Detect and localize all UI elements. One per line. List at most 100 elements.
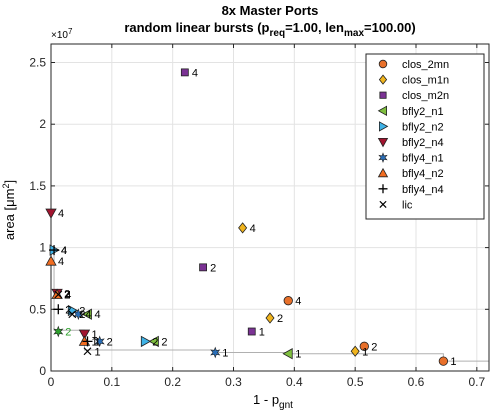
- bfly4-n4-point: [49, 245, 60, 256]
- clos-m1n-point: [350, 345, 360, 357]
- bfly2-n1-point-label: 4: [95, 309, 101, 321]
- lic-point-label: 1: [95, 346, 101, 358]
- clos-2mn-point-label: 1: [450, 356, 456, 368]
- bfly2-n2-point-label: 2: [79, 306, 85, 318]
- extra-point-label: 2: [65, 327, 71, 339]
- bfly4-n1-point-label: 2: [107, 336, 113, 348]
- bfly2-n1-point-label: 2: [161, 336, 167, 348]
- legend-marker-bfly4-n1: [378, 152, 388, 163]
- y-tick-label: 1: [39, 241, 46, 255]
- clos-m1n-point-label: 1: [362, 346, 368, 358]
- x-tick-label: 0: [48, 375, 55, 389]
- clos-m2n-point: [247, 327, 256, 336]
- clos-m2n-point-label: 1: [259, 327, 265, 339]
- chart-title: 8x Master Ports random linear bursts (pr…: [124, 3, 415, 39]
- bfly4-n4-point-label: 2: [65, 304, 71, 316]
- legend-marker-clos-m2n: [379, 91, 387, 99]
- y-tick-label: 0: [39, 364, 46, 378]
- bfly2-n2-point-label: 4: [61, 245, 67, 257]
- clos-2mn-point: [283, 296, 293, 306]
- legend-marker-bfly2-n4: [377, 137, 389, 148]
- x-tick-label: 0.4: [286, 375, 303, 389]
- data-marks: [45, 68, 449, 366]
- x-tick-label: 0.1: [103, 375, 120, 389]
- bfly4-n4-point-label: 4: [61, 245, 67, 257]
- y-exponent-label: ×107: [51, 27, 73, 41]
- axes: 0 0.1 0.2 0.3 0.4 0.5 0.6 0.7 0 0.5 1 1.5 2 2.5: [29, 43, 490, 389]
- legend-box: [365, 53, 485, 220]
- bfly2-n4-point-label: 2: [64, 288, 70, 300]
- legend-marker-lic: [379, 200, 387, 208]
- bfly4-n4-point: [82, 336, 93, 347]
- x-tick-label: 0.2: [164, 375, 181, 389]
- lic-point-label: 2: [79, 309, 85, 321]
- bfly2-n4-point-label: 1: [91, 329, 97, 341]
- legend-marker-bfly2-n2: [378, 121, 389, 132]
- bfly2-n1-point: [282, 348, 293, 360]
- y-tick-label: 2.5: [29, 56, 46, 70]
- clos-m2n-point-label: 4: [192, 67, 198, 79]
- y-tick-label: 2: [39, 117, 46, 131]
- x-tick-label: 0.7: [468, 375, 485, 389]
- bfly2-n4-point-label: 4: [58, 208, 64, 220]
- lic-point: [83, 347, 92, 356]
- clos-2mn-point-label: 2: [371, 341, 377, 353]
- legend-marker-bfly2-n1: [377, 105, 388, 116]
- clos-m2n-point-label: 2: [210, 262, 216, 274]
- y-axis-label: area [μm2]: [1, 180, 17, 240]
- legend-label-clos-m2n: clos_m2n: [402, 90, 449, 102]
- clos-2mn-point-label: 4: [295, 296, 301, 308]
- bfly2-n1-point: [81, 308, 92, 320]
- legend-label-bfly2-n1: bfly2_n1: [402, 106, 444, 118]
- legend-label-lic: lic: [402, 199, 413, 211]
- clos-m1n-point-label: 4: [250, 223, 256, 235]
- legend-label-bfly2-n4: bfly2_n4: [402, 137, 444, 149]
- clos-m1n-point-label: 2: [277, 313, 283, 325]
- legend-label-bfly4-n4: bfly4_n4: [402, 184, 444, 196]
- legend-marker-clos-m1n: [378, 74, 388, 85]
- bfly4-n1-point-label: 4: [85, 309, 91, 321]
- legend-label-bfly4-n1: bfly4_n1: [402, 153, 444, 165]
- legend-label-bfly2-n2: bfly2_n2: [402, 121, 444, 133]
- extra-point: [53, 325, 64, 338]
- clos-2mn-point: [438, 356, 449, 366]
- bfly2-n2-point-label: 2: [152, 336, 158, 348]
- lic-point-label: 4: [65, 289, 71, 301]
- legend-label-clos-m1n: clos_m1n: [402, 75, 449, 87]
- title-main: 8x Master Ports: [222, 3, 319, 18]
- x-axis-label: 1 - pgnt: [253, 392, 293, 411]
- clos-2mn-point: [359, 341, 369, 351]
- plot-frame: [50, 43, 490, 372]
- x-tick-label: 0.6: [408, 375, 425, 389]
- bfly4-n2-point-label: 1: [91, 336, 97, 348]
- bfly4-n1-point: [210, 346, 221, 359]
- bfly2-n2-point: [140, 335, 152, 348]
- bfly4-n1-point: [94, 335, 105, 348]
- lic-point: [68, 310, 77, 319]
- bfly4-n2-point-label: 4: [58, 256, 64, 268]
- bfly2-n4-point: [45, 208, 57, 219]
- clos-m1n-point: [265, 312, 275, 324]
- bfly4-n1-point-label: 1: [222, 347, 228, 359]
- bfly4-n4-point-label: 1: [95, 336, 101, 348]
- legend-marker-clos-2mn: [378, 59, 388, 69]
- y-tick-label: 0.5: [29, 302, 46, 316]
- bfly2-n4-point: [78, 329, 91, 340]
- legend-label-clos-2mn: clos_2mn: [402, 59, 449, 71]
- bfly4-n2-point-label: 2: [64, 289, 70, 301]
- legend: clos_2mn clos_m1n clos_m2n bfly2_n1 bfly2_n2…: [365, 53, 485, 220]
- bfly2-n1-point-label: 1: [295, 349, 301, 361]
- legend-marker-bfly4-n2: [377, 167, 389, 178]
- x-tick-label: 0.3: [225, 375, 242, 389]
- clos-m2n-point: [180, 68, 189, 77]
- clos-m2n-point: [199, 263, 207, 272]
- bfly4-n2-point: [45, 255, 57, 266]
- x-tick-label: 0.5: [347, 375, 364, 389]
- y-tick-label: 1.5: [29, 179, 46, 193]
- clos-m1n-point: [238, 222, 248, 234]
- bfly4-n4-point: [53, 304, 64, 315]
- legend-marker-bfly4-n4: [378, 184, 388, 194]
